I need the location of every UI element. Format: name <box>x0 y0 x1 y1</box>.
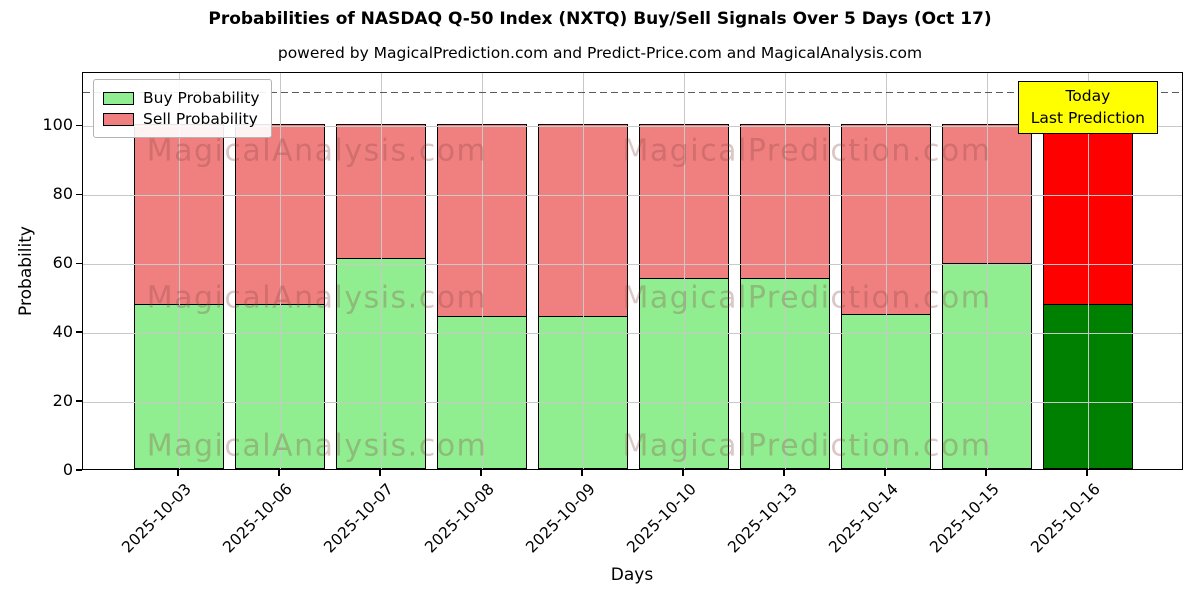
y-tick-mark <box>76 193 82 196</box>
x-tick-label: 2025-10-07 <box>320 480 397 557</box>
x-axis-label: Days <box>610 565 654 585</box>
vertical-gridline <box>684 73 685 469</box>
x-tick-label: 2025-10-10 <box>623 480 700 557</box>
x-tick-label: 2025-10-08 <box>421 480 498 557</box>
y-tick-mark <box>76 469 82 471</box>
vertical-gridline <box>280 73 281 469</box>
horizontal-gridline <box>83 263 1182 265</box>
x-tick-label: 2025-10-03 <box>118 480 195 557</box>
y-tick-mark <box>76 400 82 402</box>
legend-label-sell: Sell Probability <box>143 110 258 128</box>
y-axis-label: Probability <box>16 226 36 316</box>
dashed-threshold-line <box>83 91 1182 94</box>
chart-title: Probabilities of NASDAQ Q-50 Index (NXTQ… <box>208 9 992 29</box>
y-tick-mark <box>76 331 82 333</box>
x-tick-mark <box>783 470 785 476</box>
vertical-gridline <box>1088 73 1089 469</box>
vertical-gridline <box>785 73 786 469</box>
x-tick-mark <box>682 470 684 476</box>
vertical-gridline <box>886 73 887 469</box>
x-tick-mark <box>480 470 482 476</box>
x-tick-label: 2025-10-16 <box>1027 480 1104 557</box>
vertical-gridline <box>987 73 988 469</box>
legend: Buy Probability Sell Probability <box>93 79 272 138</box>
x-tick-mark <box>985 470 987 476</box>
x-tick-mark <box>379 470 381 476</box>
x-tick-label: 2025-10-14 <box>825 480 902 557</box>
horizontal-gridline <box>83 332 1182 334</box>
chart-subtitle: powered by MagicalPrediction.com and Pre… <box>277 44 923 62</box>
y-tick-label: 20 <box>52 391 73 411</box>
x-tick-label: 2025-10-06 <box>219 480 296 557</box>
y-tick-label: 60 <box>52 253 73 273</box>
sell-swatch-icon <box>103 112 134 126</box>
vertical-gridline <box>482 73 483 469</box>
today-annotation-line1: Today <box>1065 87 1111 105</box>
vertical-gridline <box>179 73 180 469</box>
horizontal-gridline <box>83 401 1182 403</box>
y-tick-label: 100 <box>42 115 73 135</box>
x-tick-mark <box>177 470 179 476</box>
x-tick-mark <box>278 470 280 476</box>
x-tick-label: 2025-10-09 <box>522 480 599 557</box>
buy-swatch-icon <box>103 91 134 105</box>
today-annotation: Today Last Prediction <box>1017 81 1158 134</box>
today-annotation-line2: Last Prediction <box>1030 109 1145 127</box>
vertical-gridline <box>583 73 584 469</box>
y-tick-label: 0 <box>62 460 73 479</box>
x-tick-mark <box>884 470 886 476</box>
y-tick-label: 40 <box>52 322 73 342</box>
x-tick-label: 2025-10-15 <box>926 480 1003 557</box>
horizontal-gridline <box>83 125 1182 127</box>
y-tick-mark <box>76 262 82 264</box>
horizontal-gridline <box>83 194 1182 196</box>
x-tick-mark <box>1086 470 1088 476</box>
x-tick-mark <box>581 470 583 476</box>
legend-label-buy: Buy Probability <box>143 89 260 107</box>
x-tick-label: 2025-10-13 <box>724 480 801 557</box>
vertical-gridline <box>381 73 382 469</box>
legend-item-buy: Buy Probability <box>103 89 260 107</box>
legend-item-sell: Sell Probability <box>103 110 260 128</box>
y-tick-label: 80 <box>52 184 73 204</box>
y-tick-mark <box>76 124 82 127</box>
